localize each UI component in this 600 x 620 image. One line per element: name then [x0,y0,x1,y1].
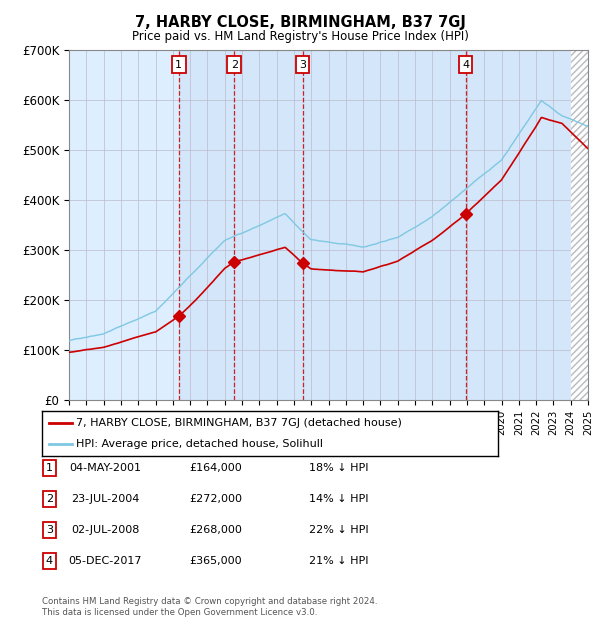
Text: HPI: Average price, detached house, Solihull: HPI: Average price, detached house, Soli… [76,438,323,449]
Text: 2: 2 [231,60,238,69]
Text: 21% ↓ HPI: 21% ↓ HPI [309,556,369,566]
Text: Price paid vs. HM Land Registry's House Price Index (HPI): Price paid vs. HM Land Registry's House … [131,30,469,43]
Text: 2: 2 [46,494,53,504]
Text: 14% ↓ HPI: 14% ↓ HPI [309,494,369,504]
Text: £365,000: £365,000 [190,556,242,566]
Bar [571,50,588,400]
Text: £272,000: £272,000 [190,494,242,504]
Text: 7, HARBY CLOSE, BIRMINGHAM, B37 7GJ: 7, HARBY CLOSE, BIRMINGHAM, B37 7GJ [134,16,466,30]
Text: 23-JUL-2004: 23-JUL-2004 [71,494,139,504]
Text: 3: 3 [299,60,306,69]
Text: 7, HARBY CLOSE, BIRMINGHAM, B37 7GJ (detached house): 7, HARBY CLOSE, BIRMINGHAM, B37 7GJ (det… [76,418,402,428]
Text: 22% ↓ HPI: 22% ↓ HPI [309,525,369,535]
Text: 3: 3 [46,525,53,535]
Bar [571,50,588,400]
Text: £268,000: £268,000 [190,525,242,535]
Text: 1: 1 [175,60,182,69]
Bar [235,50,302,400]
Text: 05-DEC-2017: 05-DEC-2017 [68,556,142,566]
Bar [466,50,571,400]
Text: 1: 1 [46,463,53,473]
Text: 18% ↓ HPI: 18% ↓ HPI [309,463,369,473]
Text: 04-MAY-2001: 04-MAY-2001 [69,463,141,473]
Text: Contains HM Land Registry data © Crown copyright and database right 2024.
This d: Contains HM Land Registry data © Crown c… [42,598,377,617]
Text: 4: 4 [46,556,53,566]
Text: 4: 4 [462,60,469,69]
Text: 02-JUL-2008: 02-JUL-2008 [71,525,139,535]
Bar [179,50,235,400]
Text: £164,000: £164,000 [190,463,242,473]
Bar [302,50,466,400]
